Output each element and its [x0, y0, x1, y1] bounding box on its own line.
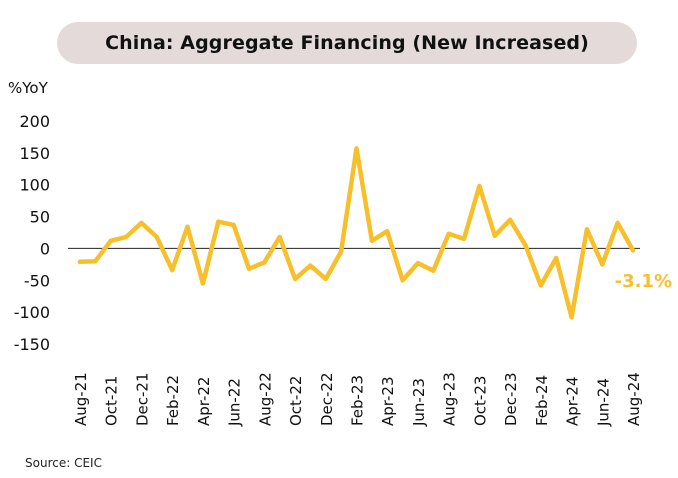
- data-point-dec-23: [508, 217, 513, 222]
- data-point-mar-24: [554, 255, 559, 260]
- data-point-may-24: [584, 227, 589, 232]
- source-note: Source: CEIC: [25, 456, 102, 470]
- data-point-aug-23: [446, 231, 451, 236]
- data-point-mar-22: [185, 224, 190, 229]
- x-tick-label: Apr-22: [195, 377, 213, 427]
- x-tick-label: Jun-22: [226, 378, 244, 427]
- data-point-dec-21: [139, 220, 144, 225]
- y-tick-label: 200: [19, 112, 50, 131]
- y-tick-label: -100: [14, 303, 50, 322]
- data-point-jun-22: [231, 222, 236, 227]
- data-point-mar-23: [369, 238, 374, 243]
- y-axis-label: %YoY: [8, 79, 49, 97]
- chart-title: China: Aggregate Financing (New Increase…: [57, 22, 637, 64]
- x-tick-label: Dec-22: [318, 372, 336, 426]
- data-point-apr-23: [385, 229, 390, 234]
- x-tick-label: Aug-21: [72, 372, 90, 426]
- last-value-annotation: -3.1%: [615, 271, 672, 292]
- y-tick-label: 50: [30, 208, 50, 227]
- data-point-jan-24: [523, 243, 528, 248]
- data-point-sep-23: [462, 236, 467, 241]
- y-tick-label: -150: [14, 335, 50, 354]
- data-points: [78, 146, 635, 320]
- x-tick-label: Oct-22: [287, 376, 305, 426]
- data-point-oct-22: [293, 277, 298, 282]
- series-line: [77, 146, 636, 320]
- data-point-jan-22: [154, 234, 159, 239]
- annotations: -3.1%: [615, 271, 672, 292]
- x-tick-label: Jun-23: [410, 378, 428, 427]
- data-point-aug-21: [78, 259, 82, 264]
- data-point-oct-21: [108, 238, 113, 243]
- data-point-nov-21: [124, 234, 129, 239]
- data-point-jul-22: [246, 266, 251, 271]
- data-point-jan-23: [339, 249, 344, 254]
- y-tick-label: -50: [24, 271, 50, 290]
- data-point-feb-23: [354, 146, 359, 151]
- data-point-nov-22: [308, 263, 313, 268]
- series-line-layer: [77, 146, 636, 320]
- data-point-dec-22: [323, 277, 328, 282]
- data-point-sep-21: [93, 259, 98, 264]
- data-point-apr-24: [569, 315, 574, 320]
- x-tick-label: Feb-22: [164, 375, 182, 426]
- data-point-may-22: [216, 219, 221, 224]
- data-point-may-23: [400, 278, 405, 283]
- y-axis-ticks: 200 150 100 50 0 -50 -100 -150: [14, 112, 50, 354]
- x-tick-label: Oct-23: [471, 376, 489, 426]
- data-point-aug-22: [262, 260, 267, 265]
- data-point-oct-23: [477, 183, 482, 188]
- data-point-nov-23: [492, 233, 497, 238]
- x-tick-label: Feb-23: [349, 375, 367, 426]
- data-point-jun-24: [600, 262, 605, 267]
- x-tick-label: Dec-21: [133, 372, 151, 426]
- y-tick-label: 0: [40, 239, 50, 258]
- x-axis-ticks: Aug-21 Oct-21 Dec-21 Feb-22 Apr-22 Jun-22 Aug-…: [72, 372, 643, 427]
- x-tick-label: Oct-21: [103, 376, 121, 426]
- data-point-feb-24: [538, 283, 543, 288]
- data-point-jul-24: [615, 220, 620, 225]
- x-tick-label: Aug-23: [441, 372, 459, 426]
- x-tick-label: Jun-24: [594, 378, 612, 427]
- data-point-aug-24: [631, 248, 635, 253]
- x-tick-label: Apr-23: [379, 377, 397, 427]
- x-tick-label: Apr-24: [564, 377, 582, 427]
- data-point-apr-22: [200, 281, 205, 286]
- data-point-feb-22: [170, 268, 175, 273]
- data-point-jun-23: [415, 261, 420, 266]
- x-tick-label: Aug-24: [625, 372, 643, 426]
- y-tick-label: 100: [19, 176, 50, 195]
- x-tick-label: Aug-22: [256, 372, 274, 426]
- x-tick-label: Dec-23: [502, 372, 520, 426]
- y-tick-label: 150: [19, 144, 50, 163]
- data-point-jul-23: [431, 268, 436, 273]
- data-point-sep-22: [277, 234, 282, 239]
- x-tick-label: Feb-24: [533, 375, 551, 426]
